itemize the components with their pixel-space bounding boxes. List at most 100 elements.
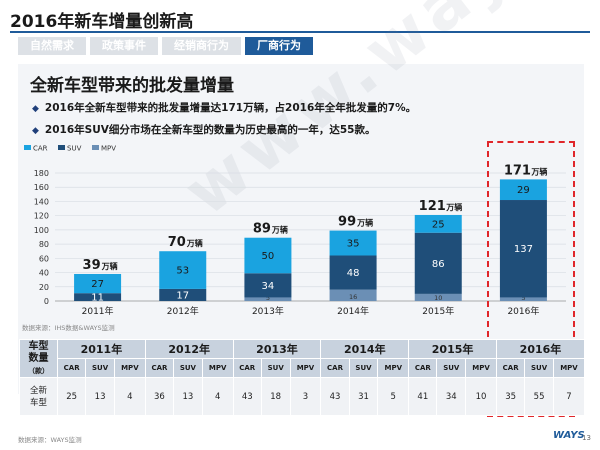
bar-suv-2011 [74, 293, 122, 301]
row-label-cell: 全新 车型 [19, 377, 58, 416]
bar-suv-2016 [499, 200, 547, 298]
total-unit-2011: 万辆 [101, 261, 118, 271]
data-label-suv-2016: 137 [514, 244, 533, 255]
row-label-text: 全新 [29, 385, 47, 396]
type-subheader: MPV [113, 358, 146, 378]
total-unit-2015: 万辆 [445, 202, 462, 212]
section-title: 全新车型带来的批发量增量 [30, 76, 234, 96]
x-tick-label: 2013年 [252, 305, 284, 317]
bar-car-2012 [159, 251, 207, 289]
y-tick-label: 80 [39, 240, 49, 249]
table-cell: 10 [465, 377, 497, 416]
data-label-mpv-2014: 16 [349, 293, 357, 301]
model-count-table: 车型 数量 （款） 2011年 2012年 2013年 2014年 2015年 2016年 CAR… [19, 339, 586, 416]
table-cell: 41 [408, 377, 438, 416]
data-label-suv-2012: 17 [176, 290, 189, 301]
type-subheader: MPV [377, 358, 410, 378]
total-unit-2014: 万辆 [356, 218, 373, 228]
data-label-car-2013: 50 [262, 251, 275, 262]
diamond-bullet-icon: ◆ [32, 104, 39, 114]
year-header: 2013年 [232, 339, 322, 359]
year-header: 2014年 [320, 339, 410, 359]
bar-car-2013 [244, 237, 292, 274]
data-label-car-2015: 25 [432, 219, 445, 230]
table-cell: 55 [524, 377, 554, 416]
data-label-suv-2013: 34 [262, 281, 275, 292]
title-rule [10, 31, 590, 33]
legend-swatch-car [24, 145, 31, 150]
row-header-text: 车型 [28, 340, 49, 352]
y-tick-label: 160 [34, 183, 49, 192]
type-subheader: CAR [320, 358, 350, 378]
y-tick-label: 140 [34, 197, 49, 206]
bar-car-2014 [329, 230, 377, 256]
table-cell: 25 [56, 377, 87, 416]
y-tick-label: 40 [39, 269, 49, 278]
tab-natural-demand[interactable]: 自然需求 [18, 37, 86, 55]
type-subheader: CAR [408, 358, 438, 378]
type-subheader: SUV [173, 358, 203, 378]
tab-bar: 自然需求 政策事件 经销商行为 厂商行为 [18, 37, 313, 55]
bar-suv-2015 [414, 232, 462, 294]
x-tick-label: 2016年 [507, 305, 539, 317]
table-header-row: 车型 数量 （款） 2011年 2012年 2013年 2014年 2015年 2016年 [19, 339, 586, 378]
data-label-car-2012: 53 [176, 266, 189, 277]
table-cell: 35 [495, 377, 526, 416]
type-subheader: SUV [436, 358, 467, 378]
table-cell: 7 [552, 377, 586, 416]
type-subheader: MPV [465, 358, 497, 378]
y-tick-label: 180 [34, 169, 49, 178]
bullet-2: ◆ 2016年SUV细分市场在全新车型的数量为历史最高的一年，达55款。 [32, 122, 375, 137]
bar-mpv-2013 [244, 297, 292, 301]
data-label-suv-2015: 86 [432, 259, 445, 270]
bullet-1: ◆ 2016年全新车型带来的批发量增量达171万辆，占2016年全年批发量的7%。 [32, 100, 416, 115]
data-label-car-2014: 35 [347, 239, 360, 250]
table-cell: 13 [173, 377, 203, 416]
total-label-2016: 171 [504, 163, 531, 178]
bar-suv-2013 [244, 273, 292, 298]
tab-dealer-behavior[interactable]: 经销商行为 [162, 37, 241, 55]
data-label-suv-2014: 48 [347, 268, 360, 279]
stacked-bar-chart: 020406080100120140160180CARSUVMPV0112739… [24, 145, 566, 317]
year-header: 2011年 [57, 339, 146, 359]
tab-manufacturer-behavior[interactable]: 厂商行为 [245, 37, 313, 55]
table-subheader-row: CAR SUV MPV CAR SUV MPV CAR SUV MPV CAR SUV MPV CAR S… [20, 358, 586, 378]
total-label-2013: 89 [253, 222, 271, 237]
type-subheader: MPV [289, 358, 322, 378]
total-label-2011: 39 [83, 258, 101, 273]
bullet-2-text: 2016年SUV细分市场在全新车型的数量为历史最高的一年，达55款。 [44, 124, 376, 136]
data-label-car-2016: 29 [517, 185, 530, 196]
tab-policy-events[interactable]: 政策事件 [90, 37, 158, 55]
type-subheader: SUV [260, 358, 291, 378]
total-label-2014: 99 [338, 215, 356, 230]
data-label-mpv-2013: 5 [266, 294, 270, 302]
data-label-car-2011: 27 [91, 279, 104, 290]
type-subheader: MPV [552, 358, 586, 378]
legend-label-mpv: MPV [101, 145, 116, 153]
row-header-cell: 车型 数量 （款） [19, 339, 58, 378]
table-cell: 13 [85, 377, 115, 416]
table-cell: 43 [320, 377, 350, 416]
type-subheader: MPV [201, 358, 234, 378]
footer-source: 数据来源：WAYS监测 [18, 436, 82, 444]
total-unit-2016: 万辆 [530, 166, 547, 176]
x-tick-label: 2014年 [337, 305, 369, 317]
total-label-2012: 70 [168, 235, 186, 250]
bar-suv-2012 [159, 288, 207, 301]
page-number: 13 [582, 434, 591, 442]
bar-mpv-2015 [414, 293, 462, 301]
table-row: 全新 车型 25 13 4 36 13 4 43 18 3 43 31 5 41 34 10 35 55 7 [19, 377, 586, 416]
type-subheader: CAR [56, 358, 87, 378]
table-cell: 43 [232, 377, 262, 416]
chart-source: 数据来源：IHS数据&WAYS监测 [22, 324, 115, 332]
type-subheader: CAR [232, 358, 262, 378]
data-label-mpv-2016: 5 [521, 294, 525, 302]
brand-logo: WAYS [553, 430, 585, 441]
type-subheader: SUV [348, 358, 379, 378]
table-cell: 4 [201, 377, 234, 416]
type-subheader: CAR [495, 358, 526, 378]
y-tick-label: 60 [39, 254, 49, 263]
row-label-text: 车型 [29, 397, 47, 408]
table-cell: 31 [348, 377, 379, 416]
type-subheader: SUV [85, 358, 115, 378]
